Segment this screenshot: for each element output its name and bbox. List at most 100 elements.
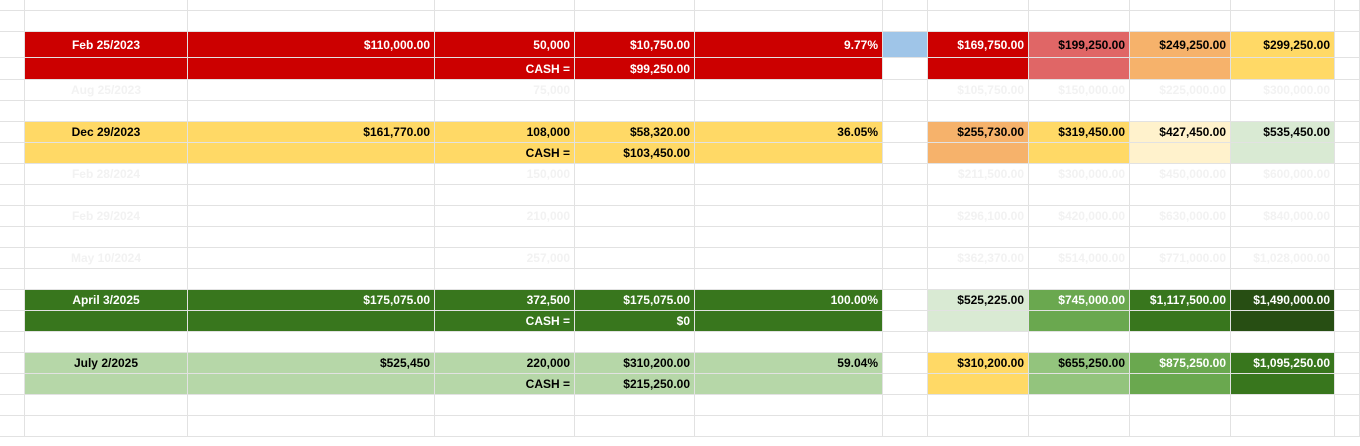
- empty-cell[interactable]: [1335, 311, 1360, 332]
- empty-cell[interactable]: [883, 395, 928, 416]
- price-value-p2[interactable]: $745,000.00: [1029, 290, 1130, 311]
- cost-cell[interactable]: $58,320.00: [575, 122, 695, 143]
- empty-cell[interactable]: [1335, 58, 1360, 80]
- price-value-p2[interactable]: $300,000.00: [1029, 164, 1130, 185]
- empty-cell[interactable]: [188, 11, 435, 32]
- price-value-p3[interactable]: $225,000.00: [1130, 80, 1231, 101]
- empty-cell[interactable]: [1335, 353, 1360, 374]
- empty-cell[interactable]: [0, 290, 25, 311]
- empty-cell[interactable]: [928, 0, 1029, 11]
- empty-cell[interactable]: [435, 101, 575, 122]
- empty-cell[interactable]: [1231, 227, 1335, 248]
- empty-cell[interactable]: [0, 122, 25, 143]
- price-value-p141[interactable]: $105,750.00: [928, 80, 1029, 101]
- price-sub-cell[interactable]: [1029, 311, 1130, 332]
- price-sub-cell[interactable]: [1029, 143, 1130, 164]
- date-cell[interactable]: Dec 29/2023: [25, 122, 188, 143]
- total-portfolio-cell[interactable]: $110,000.00: [188, 32, 435, 58]
- price-sub-cell[interactable]: [1029, 374, 1130, 395]
- empty-cell[interactable]: [575, 206, 695, 227]
- price-sub-cell[interactable]: [1231, 374, 1335, 395]
- price-value-p4[interactable]: $1,095,250.00: [1231, 353, 1335, 374]
- empty-cell[interactable]: [1335, 80, 1360, 101]
- empty-cell[interactable]: [1335, 122, 1360, 143]
- empty-cell[interactable]: [883, 416, 928, 437]
- empty-cell[interactable]: [25, 269, 188, 290]
- empty-cell[interactable]: [1029, 395, 1130, 416]
- empty-cell[interactable]: [0, 353, 25, 374]
- empty-cell[interactable]: [0, 0, 25, 11]
- empty-cell[interactable]: [575, 227, 695, 248]
- empty-cell[interactable]: [883, 143, 928, 164]
- empty-cell[interactable]: [1335, 269, 1360, 290]
- shares-cell[interactable]: 220,000: [435, 353, 575, 374]
- empty-cell[interactable]: [188, 206, 435, 227]
- pct-cell[interactable]: 36.05%: [695, 122, 883, 143]
- empty-cell[interactable]: [575, 185, 695, 206]
- empty-cell[interactable]: [188, 0, 435, 11]
- empty-cell[interactable]: [695, 185, 883, 206]
- empty-cell[interactable]: [435, 416, 575, 437]
- price-value-p3[interactable]: $249,250.00: [1130, 32, 1231, 58]
- empty-cell[interactable]: [1130, 332, 1231, 353]
- price-sub-cell[interactable]: [928, 311, 1029, 332]
- empty-cell[interactable]: [0, 269, 25, 290]
- empty-cell[interactable]: [1231, 0, 1335, 11]
- price-value-p141[interactable]: $362,370.00: [928, 248, 1029, 269]
- empty-cell[interactable]: [883, 332, 928, 353]
- empty-cell[interactable]: [188, 101, 435, 122]
- price-sub-cell[interactable]: [928, 58, 1029, 80]
- empty-cell[interactable]: [0, 248, 25, 269]
- empty-cell[interactable]: [883, 353, 928, 374]
- empty-cell[interactable]: [1231, 101, 1335, 122]
- empty-cell[interactable]: [1335, 248, 1360, 269]
- empty-cell[interactable]: [883, 164, 928, 185]
- empty-cell[interactable]: [883, 290, 928, 311]
- empty-cell[interactable]: [928, 185, 1029, 206]
- price-sub-cell[interactable]: [928, 143, 1029, 164]
- price-sub-cell[interactable]: [1130, 311, 1231, 332]
- cost-cell[interactable]: $175,075.00: [575, 290, 695, 311]
- empty-cell[interactable]: [435, 185, 575, 206]
- cash-row-blank[interactable]: [25, 374, 188, 395]
- shares-cell[interactable]: 372,500: [435, 290, 575, 311]
- empty-cell[interactable]: [1029, 11, 1130, 32]
- empty-cell[interactable]: [928, 332, 1029, 353]
- empty-cell[interactable]: [1335, 332, 1360, 353]
- empty-cell[interactable]: [695, 0, 883, 11]
- empty-cell[interactable]: [0, 395, 25, 416]
- shares-cell[interactable]: 210,000: [435, 206, 575, 227]
- date-cell[interactable]: Feb 28/2024: [25, 164, 188, 185]
- empty-cell[interactable]: [188, 416, 435, 437]
- price-value-p2[interactable]: $319,450.00: [1029, 122, 1130, 143]
- empty-cell[interactable]: [928, 416, 1029, 437]
- empty-cell[interactable]: [435, 11, 575, 32]
- empty-cell[interactable]: [695, 248, 883, 269]
- empty-cell[interactable]: [1130, 185, 1231, 206]
- empty-cell[interactable]: [1130, 101, 1231, 122]
- cash-row-blank[interactable]: [25, 143, 188, 164]
- price-value-p2[interactable]: $420,000.00: [1029, 206, 1130, 227]
- cash-label[interactable]: CASH =: [435, 143, 575, 164]
- shares-cell[interactable]: 50,000: [435, 32, 575, 58]
- empty-cell[interactable]: [695, 11, 883, 32]
- empty-cell[interactable]: [1335, 101, 1360, 122]
- empty-cell[interactable]: [25, 395, 188, 416]
- empty-cell[interactable]: [1335, 164, 1360, 185]
- empty-cell[interactable]: [1231, 269, 1335, 290]
- empty-cell[interactable]: [1130, 227, 1231, 248]
- cash-row-blank[interactable]: [188, 58, 435, 80]
- cash-label[interactable]: CASH =: [435, 374, 575, 395]
- shares-cell[interactable]: 75,000: [435, 80, 575, 101]
- empty-cell[interactable]: [25, 416, 188, 437]
- price-value-p4[interactable]: $300,000.00: [1231, 80, 1335, 101]
- empty-cell[interactable]: [883, 101, 928, 122]
- empty-cell[interactable]: [1130, 269, 1231, 290]
- price-sub-cell[interactable]: [1231, 143, 1335, 164]
- shares-cell[interactable]: 257,000: [435, 248, 575, 269]
- total-portfolio-cell[interactable]: $161,770.00: [188, 122, 435, 143]
- empty-cell[interactable]: [435, 227, 575, 248]
- cash-row-blank[interactable]: [188, 143, 435, 164]
- empty-cell[interactable]: [25, 0, 188, 11]
- price-value-p3[interactable]: $1,117,500.00: [1130, 290, 1231, 311]
